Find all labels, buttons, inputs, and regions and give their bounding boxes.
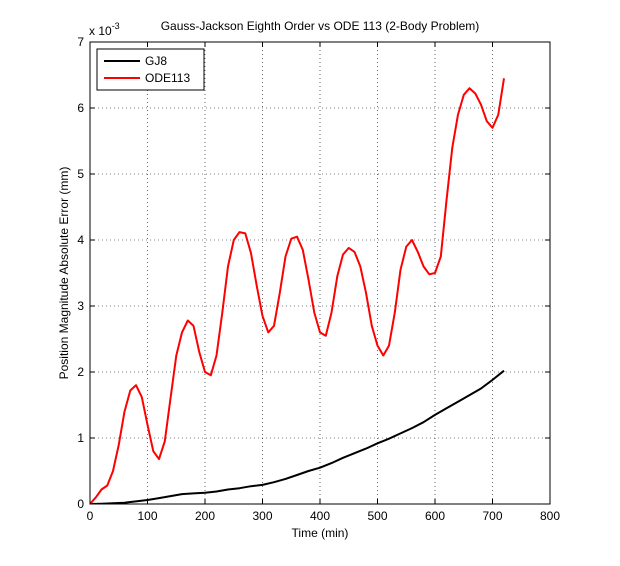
- y-tick-label: 5: [77, 167, 84, 181]
- legend-box: [96, 48, 205, 91]
- y-tick-label: 2: [77, 365, 84, 379]
- y-exponent-base: x 10: [89, 24, 112, 38]
- y-tick-label: 3: [77, 299, 84, 313]
- x-tick-label: 600: [425, 509, 445, 523]
- ticks: [89, 41, 551, 505]
- y-exponent-label: x 10-3: [89, 21, 120, 38]
- x-axis-label: Time (min): [292, 526, 349, 540]
- y-tick-label: 0: [77, 497, 84, 511]
- chart-title: Gauss-Jackson Eighth Order vs ODE 113 (2…: [161, 19, 480, 33]
- y-exponent-power: -3: [112, 21, 120, 31]
- legend-label-gj8: GJ8: [145, 54, 167, 68]
- legend: GJ8 ODE113: [96, 48, 205, 91]
- series-line-ode113: [90, 78, 505, 504]
- grid: [90, 42, 550, 504]
- x-tick-label: 800: [540, 509, 560, 523]
- x-tick-label: 500: [367, 509, 387, 523]
- y-tick-label: 7: [77, 35, 84, 49]
- tick-labels: 0 100 200 300 400 500 600 700 800 0 1 2 3 4 5 6 7: [77, 35, 560, 523]
- x-tick-label: 700: [482, 509, 502, 523]
- x-tick-label: 400: [310, 509, 330, 523]
- x-tick-label: 200: [195, 509, 215, 523]
- x-tick-label: 100: [137, 509, 157, 523]
- series-line-gj8: [90, 369, 505, 504]
- y-axis-label: Position Magnitude Absolute Error (mm): [57, 167, 71, 380]
- legend-label-ode113: ODE113: [145, 71, 190, 85]
- x-tick-label: 0: [87, 509, 94, 523]
- y-tick-label: 1: [77, 431, 84, 445]
- y-tick-label: 6: [77, 101, 84, 115]
- series-layer: [90, 78, 505, 504]
- y-tick-label: 4: [77, 233, 84, 247]
- x-tick-label: 300: [252, 509, 272, 523]
